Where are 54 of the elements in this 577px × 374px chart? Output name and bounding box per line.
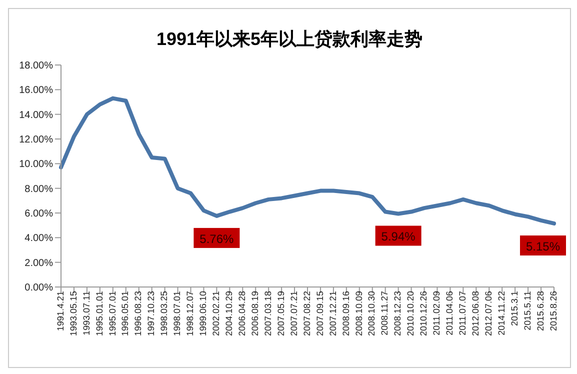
x-tick-label: 2006.04.28 bbox=[237, 291, 248, 336]
x-tick-label: 1993.05.15 bbox=[68, 291, 78, 336]
x-tick-label: 1995.01.01 bbox=[94, 291, 104, 336]
y-tick-label: 0.00% bbox=[24, 282, 54, 294]
x-tick-label: 1998.07.01 bbox=[172, 291, 182, 336]
x-tick-label: 2007.03.18 bbox=[262, 291, 273, 336]
x-tick-label: 2010.10.20 bbox=[406, 291, 416, 336]
x-tick-label: 2012.06.08 bbox=[470, 291, 481, 336]
y-tick-label: 6.00% bbox=[24, 208, 54, 220]
y-tick-label: 2.00% bbox=[24, 258, 54, 269]
x-tick-label: 2015.3.1 bbox=[509, 291, 520, 326]
x-tick-label: 2008.10.09 bbox=[354, 291, 364, 336]
x-tick-label: 2011.07.07 bbox=[458, 291, 468, 336]
x-tick-label: 2002.02.21 bbox=[211, 291, 222, 336]
y-tick-label: 18.00% bbox=[19, 60, 54, 72]
x-tick-label: 2011.02.09 bbox=[432, 291, 442, 336]
x-tick-label: 2007.08.22 bbox=[302, 291, 312, 336]
x-tick-label: 2015.6.28 bbox=[535, 291, 546, 332]
x-tick-label: 2012.07.06 bbox=[484, 291, 494, 336]
x-tick-label: 2010.12.26 bbox=[418, 291, 429, 336]
line-series bbox=[59, 96, 556, 226]
x-tick-label: 2011.04.06 bbox=[444, 291, 455, 336]
x-tick-label: 2004.10.29 bbox=[224, 291, 234, 336]
x-tick-label: 1998.12.07 bbox=[185, 291, 196, 336]
x-tick-label: 2015.8.26 bbox=[548, 291, 558, 332]
x-tick-label: 2007.12.21 bbox=[328, 291, 338, 336]
y-tick-label: 4.00% bbox=[24, 233, 54, 244]
chart-title: 1991年以来5年以上贷款利率走势 bbox=[155, 28, 424, 51]
y-tick-label: 8.00% bbox=[24, 184, 54, 195]
x-tick-label: 2008.11.27 bbox=[380, 291, 390, 336]
x-tick-label: 1991.4.21 bbox=[55, 291, 66, 332]
annotation: 5.94% bbox=[381, 230, 416, 244]
x-tick-label: 1998.03.25 bbox=[159, 291, 170, 336]
x-tick-label: 2008.10.30 bbox=[366, 291, 377, 336]
x-tick-label: 2007.09.15 bbox=[314, 291, 325, 336]
x-tick-label: 2007.07.21 bbox=[288, 291, 299, 336]
y-tick-label: 14.00% bbox=[19, 110, 54, 121]
annotation: 5.15% bbox=[526, 239, 560, 254]
y-tick-label: 12.00% bbox=[19, 134, 54, 146]
annotation: 5.76% bbox=[200, 232, 234, 246]
x-tick-label: 2007.05.19 bbox=[276, 291, 286, 336]
x-tick-label: 2008.12.23 bbox=[392, 291, 403, 336]
x-tick-label: 1996.05.01 bbox=[120, 291, 130, 336]
y-tick-label: 16.00% bbox=[19, 85, 54, 96]
x-tick-label: 1995.07.01 bbox=[107, 291, 118, 336]
x-tick-label: 2006.08.19 bbox=[250, 291, 260, 336]
x-tick-label: 1999.06.10 bbox=[198, 291, 208, 336]
x-tick-label: 2008.09.16 bbox=[340, 291, 351, 336]
y-tick-label: 10.00% bbox=[19, 159, 54, 170]
x-tick-label: 2014.11.22 bbox=[496, 291, 506, 336]
x-tick-label: 1997.10.23 bbox=[146, 291, 156, 336]
x-tick-label: 1993.07.11 bbox=[81, 291, 92, 336]
x-tick-label: 2015.5.11 bbox=[522, 291, 532, 330]
x-tick-label: 1996.08.23 bbox=[133, 291, 144, 336]
